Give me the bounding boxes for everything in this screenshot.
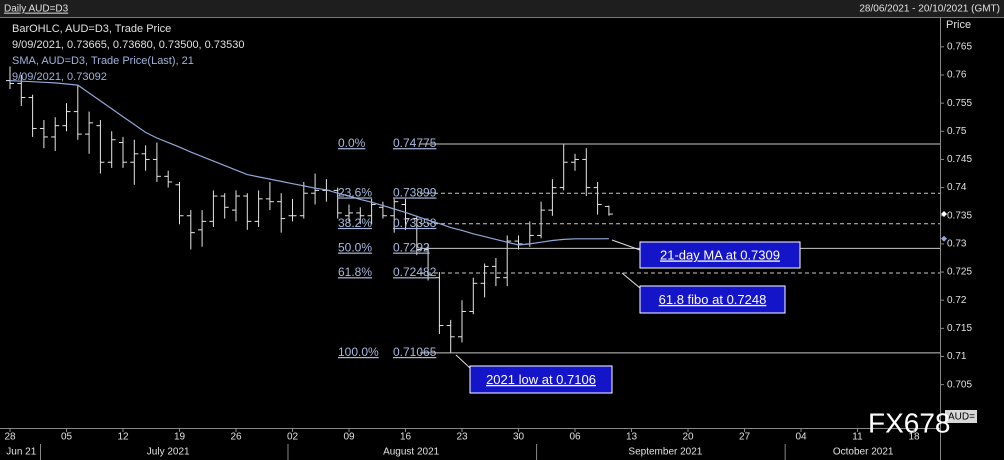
annotation-connector (455, 354, 471, 369)
month-label: October 2021 (833, 447, 894, 458)
month-label: August 2021 (383, 447, 440, 458)
fib-percent: 38.2% (338, 216, 372, 230)
x-tick-label: 26 (230, 432, 242, 443)
legend-entry: BarOHLC, AUD=D3, Trade Price (12, 23, 171, 35)
fib-value: 0.74775 (393, 136, 437, 150)
x-tick-label: 23 (456, 432, 468, 443)
last-sma-marker (941, 235, 947, 242)
y-tick-label: 0.755 (947, 98, 972, 109)
y-tick-label: 0.74 (947, 182, 967, 193)
annotation-text: 61.8 fibo at 0.7248 (659, 292, 767, 307)
y-tick-label: 0.745 (947, 154, 972, 165)
y-tick-label: 0.76 (947, 70, 967, 81)
fib-percent: 100.0% (338, 345, 379, 359)
title-bar (0, 0, 1004, 17)
fib-value: 0.72482 (393, 265, 437, 279)
fib-value: 0.7292 (393, 241, 430, 255)
annotation-box (639, 285, 786, 314)
fib-value: 0.71065 (393, 345, 437, 359)
fib-percent: 0.0% (338, 136, 366, 150)
date-range: 28/06/2021 - 20/10/2021 (GMT) (859, 4, 1000, 15)
x-tick-label: 11 (852, 432, 863, 443)
legend-value: 9/09/2021, 0.73092 (12, 71, 107, 83)
fib-percent: 61.8% (338, 265, 372, 279)
legend-entry: SMA, AUD=D3, Trade Price(Last), 21 (12, 55, 194, 67)
y-tick-label: 0.765 (947, 41, 972, 52)
y-tick-label: 0.735 (947, 210, 972, 221)
y-tick-label: 0.725 (947, 267, 972, 278)
x-tick-label: 20 (682, 432, 694, 443)
x-tick-label: 19 (174, 432, 186, 443)
x-tick-label: 02 (287, 432, 299, 443)
x-tick-label: 30 (513, 432, 525, 443)
x-tick-label: 06 (569, 432, 581, 443)
y-tick-label: 0.75 (947, 126, 967, 137)
y-tick-label: 0.73 (947, 239, 967, 250)
x-tick-label: 13 (626, 432, 638, 443)
annotation-connector (621, 272, 641, 289)
x-tick-label: 18 (908, 432, 920, 443)
fib-value: 0.73358 (393, 216, 437, 230)
y-tick-label: 0.705 (947, 379, 972, 390)
instrument-tag-box (945, 410, 977, 423)
legend-value: 9/09/2021, 0.73665, 0.73680, 0.73500, 0.… (12, 39, 244, 51)
instrument-tag: AUD= (948, 412, 975, 423)
y-tick-label: 0.715 (947, 323, 972, 334)
sma-line (9, 80, 609, 246)
x-tick-label: 04 (795, 432, 807, 443)
chart-title: Daily AUD=D3 (4, 4, 69, 15)
x-tick-label: 27 (739, 432, 751, 443)
month-label: Jun 21 (6, 447, 36, 458)
annotation-connector (611, 239, 641, 251)
watermark: FX678 (868, 407, 951, 438)
x-tick-label: 09 (343, 432, 355, 443)
x-tick-label: 16 (400, 432, 412, 443)
month-label: July 2021 (147, 447, 190, 458)
y-axis-label: Price (946, 19, 971, 31)
x-tick-label: 28 (4, 432, 16, 443)
annotation-text: 21-day MA at 0.7309 (660, 247, 780, 262)
annotation-box (469, 365, 613, 394)
fib-percent: 23.6% (338, 185, 372, 199)
annotation-box (639, 241, 801, 269)
x-tick-label: 05 (61, 432, 73, 443)
annotation-text: 2021 low at 0.7106 (486, 372, 596, 387)
fib-value: 0.73899 (393, 185, 437, 199)
month-label: September 2021 (628, 447, 702, 458)
y-tick-label: 0.72 (947, 295, 967, 306)
y-tick-label: 0.71 (947, 351, 967, 362)
last-price-marker (941, 211, 947, 218)
fib-percent: 50.0% (338, 241, 372, 255)
x-tick-label: 12 (117, 432, 129, 443)
